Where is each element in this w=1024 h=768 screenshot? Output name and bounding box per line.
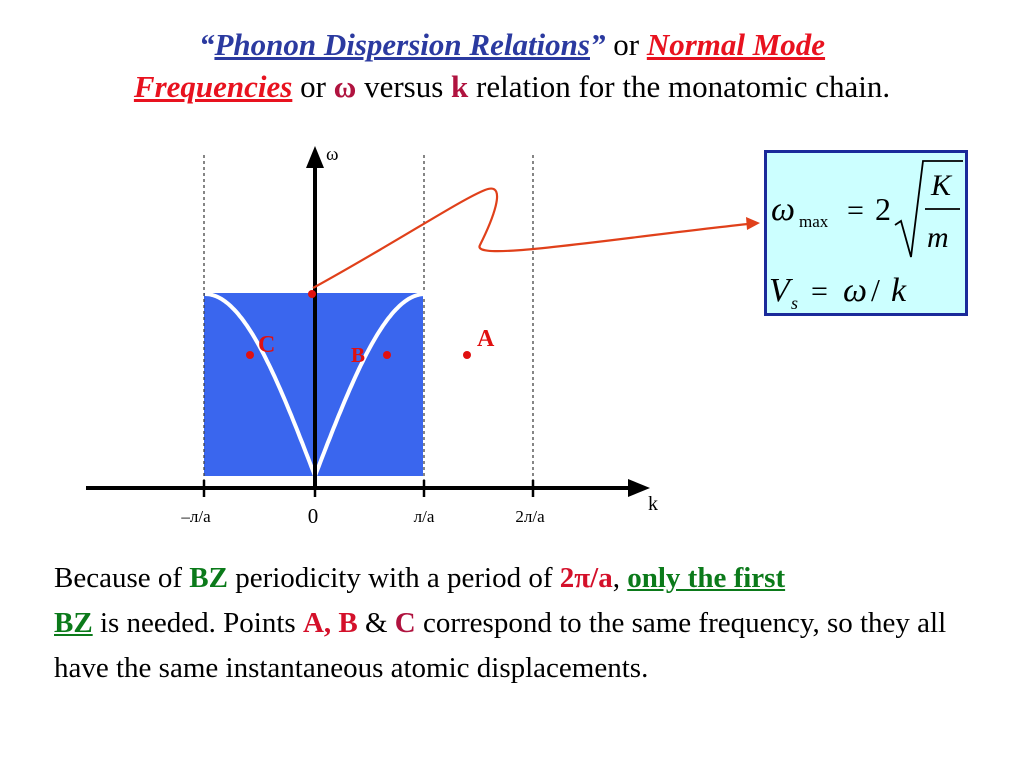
title-close-quote: ” bbox=[589, 27, 606, 62]
dispersion-diagram: ω k –л/a 0 л/a 2л/a C B A bbox=[86, 144, 760, 528]
para-bz-2: BZ bbox=[54, 607, 93, 639]
omega-axis-arrowhead bbox=[306, 146, 324, 168]
pointer-arrow-line bbox=[312, 187, 749, 289]
formula-max-subscript: max bbox=[799, 212, 829, 231]
para-ampersand: & bbox=[364, 607, 388, 639]
point-b bbox=[383, 351, 391, 359]
omega-axis-label: ω bbox=[326, 144, 339, 165]
formula-two: 2 bbox=[875, 191, 891, 227]
title-phrase-normal-mode: Normal Mode bbox=[646, 27, 826, 62]
formula-k: K bbox=[930, 169, 953, 202]
tick-label-minus-pi-a: –л/a bbox=[180, 507, 211, 526]
formula-k-lower: k bbox=[891, 272, 907, 309]
para-bz-1: BZ bbox=[189, 562, 228, 594]
formula-svg: ω max = 2 K m V s = ω / k bbox=[769, 160, 963, 313]
title-or-2: or bbox=[300, 69, 326, 104]
tick-label-2pi-a: 2л/a bbox=[515, 507, 545, 526]
para-period: 2π/a bbox=[559, 562, 613, 594]
tick-label-zero: 0 bbox=[308, 504, 319, 528]
point-omega-max bbox=[308, 290, 316, 298]
para-point-c: C bbox=[394, 607, 416, 639]
para-text-3: is needed. Points bbox=[99, 607, 296, 639]
formula-slash: / bbox=[871, 272, 880, 308]
para-text-2: periodicity with a period of bbox=[235, 562, 553, 594]
formula-m: m bbox=[927, 221, 949, 254]
title-versus: versus bbox=[364, 69, 444, 104]
pointer-arrowhead bbox=[746, 217, 760, 230]
formula-equals-2: = bbox=[811, 275, 828, 308]
para-text-4: correspond to the same frequency, so the… bbox=[54, 607, 947, 684]
explanation-paragraph: Because of BZ periodicity with a period … bbox=[54, 556, 999, 691]
formula-omega-2: ω bbox=[843, 272, 867, 309]
formula-omega: ω bbox=[771, 191, 795, 228]
title-rest: relation for the monatomic chain. bbox=[476, 69, 891, 104]
title-omega: ω bbox=[333, 69, 357, 104]
formula-box: ω max = 2 K m V s = ω / k bbox=[764, 150, 968, 316]
title-phrase-phonon-dispersion: Phonon Dispersion Relations bbox=[214, 27, 590, 62]
tick-label-pi-a: л/a bbox=[414, 507, 435, 526]
formula-equals-1: = bbox=[847, 194, 864, 227]
point-label-b: B bbox=[351, 343, 365, 367]
point-a bbox=[463, 351, 471, 359]
title-open-quote: “ bbox=[198, 27, 215, 62]
slide-title: “Phonon Dispersion Relations” or Normal … bbox=[0, 24, 1024, 108]
point-c bbox=[246, 351, 254, 359]
para-text-1: Because of bbox=[54, 562, 183, 594]
para-only-the-first: only the first bbox=[627, 562, 786, 594]
k-axis-arrowhead bbox=[628, 479, 650, 497]
point-label-a: A bbox=[477, 326, 495, 352]
k-axis-label: k bbox=[648, 493, 658, 515]
formula-sqrt-sign bbox=[894, 160, 963, 258]
title-or-1: or bbox=[613, 27, 640, 62]
title-phrase-frequencies: Frequencies bbox=[133, 69, 293, 104]
formula-s-subscript: s bbox=[791, 293, 798, 313]
title-k: k bbox=[451, 69, 469, 104]
point-label-c: C bbox=[258, 332, 275, 358]
para-points-a-b: A, B bbox=[302, 607, 358, 639]
para-comma: , bbox=[612, 562, 620, 594]
